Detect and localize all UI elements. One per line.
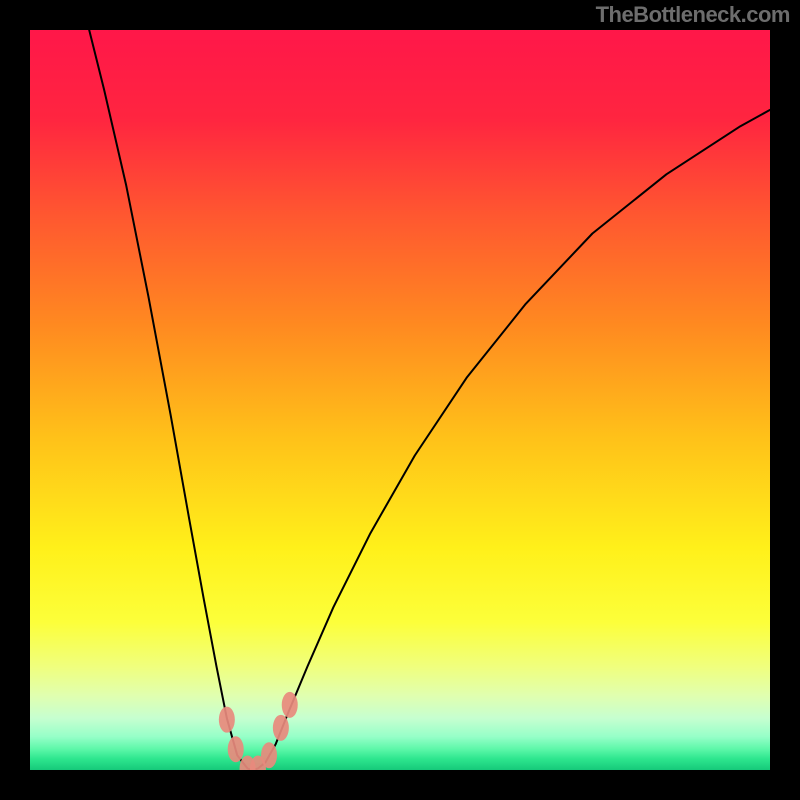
marker-point	[261, 742, 277, 768]
watermark: TheBottleneck.com	[596, 2, 790, 28]
marker-point	[273, 715, 289, 741]
marker-point	[228, 736, 244, 762]
gradient-background	[30, 30, 770, 770]
plot-area	[30, 30, 770, 770]
chart-svg	[30, 30, 770, 770]
marker-point	[282, 692, 298, 718]
chart-root: TheBottleneck.com	[0, 0, 800, 800]
marker-point	[219, 707, 235, 733]
